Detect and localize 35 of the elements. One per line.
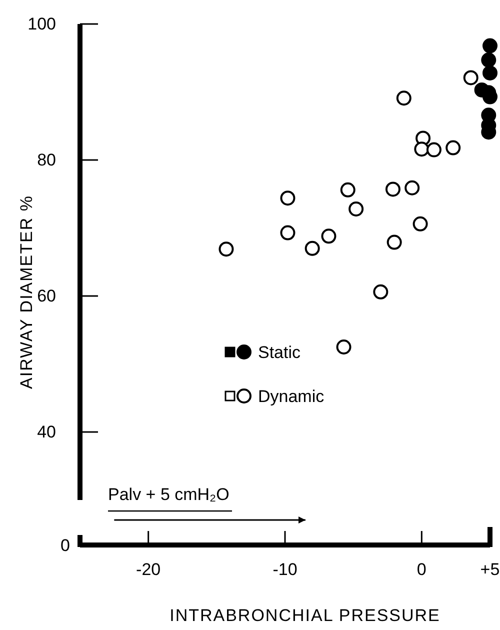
x-tick-label: 0 <box>416 560 426 579</box>
y-tick-label: 80 <box>37 150 56 170</box>
point <box>280 225 296 240</box>
point <box>404 180 420 196</box>
y-tick-label: 40 <box>37 422 56 442</box>
point <box>414 142 430 157</box>
point <box>385 182 400 197</box>
point <box>321 228 336 244</box>
point <box>463 70 478 86</box>
point <box>482 38 498 54</box>
text: 0 <box>60 536 70 555</box>
point <box>412 216 428 232</box>
point <box>386 234 402 250</box>
y-axis-title: AIRWAY DIAMETER % <box>17 195 36 389</box>
point <box>426 142 442 158</box>
point <box>481 52 496 68</box>
legend-label: Dynamic <box>258 386 325 406</box>
y-tick-label: 100 <box>28 14 56 34</box>
point <box>336 340 352 354</box>
point <box>340 182 356 198</box>
x-tick-label: -10 <box>272 560 298 579</box>
point <box>304 240 320 256</box>
legend-label: Static <box>258 342 302 362</box>
x-axis-title: INTRABRONCHIAL PRESSURE <box>170 606 440 625</box>
point <box>482 65 498 80</box>
point <box>446 140 461 156</box>
point <box>348 201 364 216</box>
point <box>280 190 296 206</box>
point <box>373 284 388 300</box>
x-tick-label: -20 <box>136 560 161 579</box>
y-tick-label: 60 <box>37 286 56 306</box>
annotation: Palv + 5 cmH₂O <box>108 485 230 504</box>
x-tick-label: +5 <box>480 560 500 579</box>
point <box>396 90 412 106</box>
point <box>218 242 234 257</box>
